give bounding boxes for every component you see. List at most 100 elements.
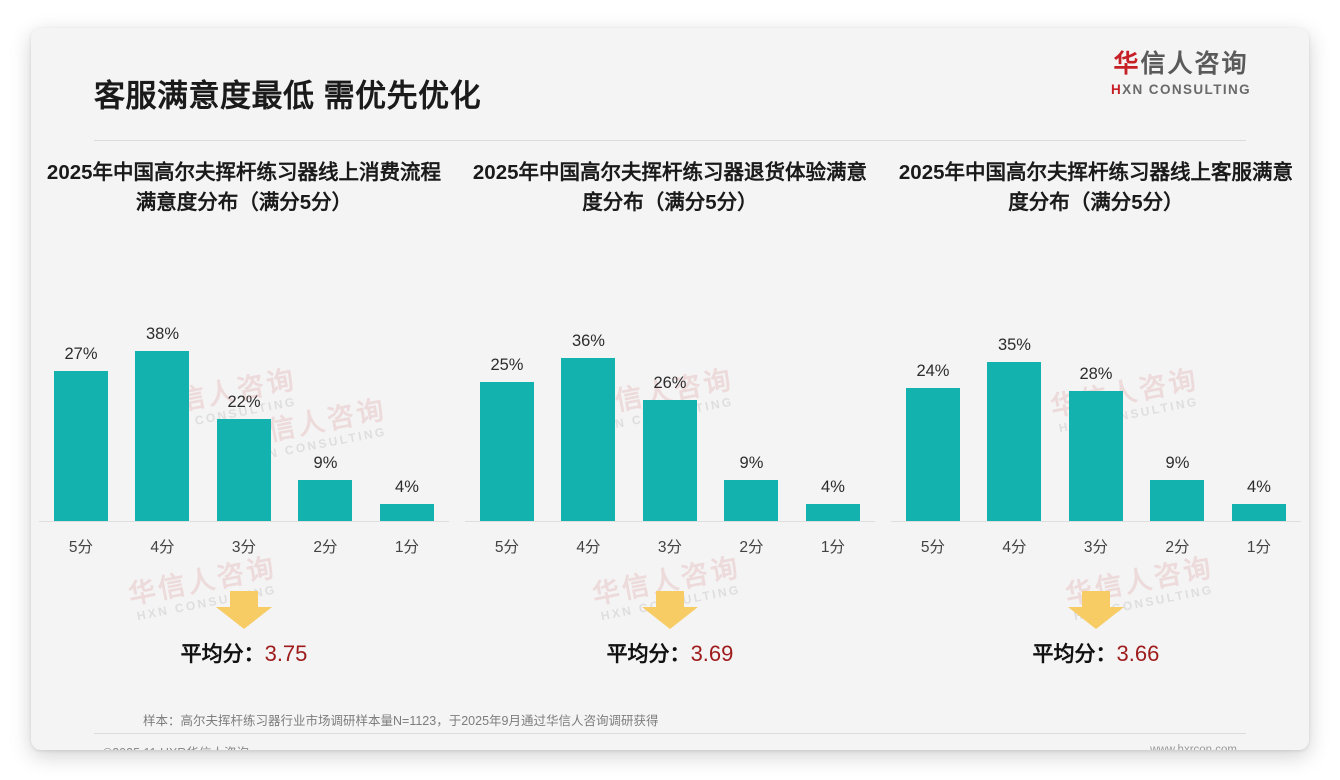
- x-tick-label: 4分: [1002, 539, 1027, 556]
- bar: [987, 362, 1042, 522]
- charts-row: 2025年中国高尔夫挥杆练习器线上消费流程满意度分布（满分5分） 27% 38%…: [31, 158, 1309, 671]
- arrow-stem: [655, 591, 684, 608]
- bar: [379, 504, 434, 522]
- chart-panel-3: 2025年中国高尔夫挥杆练习器线上客服满意度分布（满分5分） 24% 35% 2…: [883, 158, 1309, 671]
- x-tick-label: 5分: [68, 539, 94, 556]
- average-callout: 平均分：3.66: [883, 591, 1309, 671]
- average-value: 3.75: [264, 641, 308, 666]
- bar-plot: 24% 35% 28% 9%: [883, 272, 1309, 522]
- bar-value-label: 25%: [490, 356, 524, 374]
- down-arrow-icon: [1067, 591, 1124, 629]
- x-tick-label: 1分: [394, 539, 420, 556]
- bar: [905, 388, 960, 522]
- bar-column: 9%: [714, 272, 788, 522]
- arrow-head: [1067, 607, 1124, 629]
- down-arrow-icon: [215, 591, 272, 629]
- arrow-stem: [1081, 591, 1110, 608]
- bar: [1150, 480, 1205, 522]
- bar-column: 28%: [1059, 272, 1133, 522]
- bar-value-label: 9%: [1165, 454, 1190, 472]
- x-tick-label: 4分: [576, 539, 601, 556]
- bar-value-label: 35%: [997, 336, 1031, 354]
- bar-value-label: 4%: [821, 478, 845, 496]
- bar-value-label: 38%: [145, 325, 179, 343]
- bar-value-label: 36%: [571, 332, 605, 350]
- bar: [135, 351, 190, 522]
- bar: [298, 480, 353, 522]
- x-axis-line: [464, 521, 875, 522]
- x-tick-label: 1分: [820, 539, 846, 556]
- bar-value-label: 9%: [313, 454, 338, 472]
- bar-column: 4%: [1222, 272, 1296, 522]
- bar: [53, 371, 108, 522]
- bar: [724, 480, 779, 522]
- down-arrow-icon: [641, 591, 698, 629]
- slide-card: 华信人咨询 HXN CONSULTING 华信人咨询 HXN CONSULTIN…: [31, 28, 1309, 750]
- average-text: 平均分：3.69: [457, 638, 883, 668]
- average-callout: 平均分：3.69: [457, 591, 883, 671]
- chart-panel-1: 2025年中国高尔夫挥杆练习器线上消费流程满意度分布（满分5分） 27% 38%…: [31, 158, 457, 671]
- bar-value-label: 27%: [64, 345, 98, 363]
- chart-title: 2025年中国高尔夫挥杆练习器退货体验满意度分布（满分5分）: [472, 161, 868, 214]
- bar-value-label: 4%: [1247, 478, 1271, 496]
- x-axis-line: [38, 521, 449, 522]
- logo-en-rest: XN CONSULTING: [1122, 81, 1252, 97]
- x-tick-label: 5分: [494, 539, 520, 556]
- bar-column: 25%: [470, 272, 544, 522]
- logo-chinese-text: 华信人咨询: [1093, 50, 1269, 79]
- footer-divider: [94, 733, 1246, 734]
- arrow-head: [215, 607, 272, 629]
- chart-panel-2: 2025年中国高尔夫挥杆练习器退货体验满意度分布（满分5分） 25% 36% 2…: [457, 158, 883, 671]
- bar-column: 35%: [977, 272, 1051, 522]
- arrow-stem: [229, 591, 258, 608]
- average-text: 平均分：3.75: [31, 638, 457, 668]
- bar-group: 27% 38% 22% 9%: [44, 272, 444, 522]
- bar-column: 24%: [896, 272, 970, 522]
- average-label: 平均分：: [606, 643, 691, 666]
- bar: [1068, 391, 1123, 522]
- average-label: 平均分：: [180, 643, 265, 666]
- arrow-head: [641, 607, 698, 629]
- header-divider: [94, 140, 1246, 141]
- x-axis-labels: 5分 4分 3分 2分 1分: [44, 535, 444, 557]
- x-tick-label: 1分: [1246, 539, 1272, 556]
- bar-column: 27%: [44, 272, 118, 522]
- logo-hx-glyph: 华: [1113, 50, 1141, 78]
- source-footnote: 样本：高尔夫挥杆练习器行业市场调研样本量N=1123，于2025年9月通过华信人…: [143, 714, 659, 728]
- average-text: 平均分：3.66: [883, 638, 1309, 668]
- bar: [561, 358, 616, 522]
- bar: [642, 400, 697, 522]
- x-tick-label: 2分: [313, 539, 338, 556]
- bar-value-label: 24%: [916, 362, 950, 380]
- bar-column: 9%: [1140, 272, 1214, 522]
- bar-column: 36%: [551, 272, 625, 522]
- x-tick-label: 3分: [657, 539, 683, 556]
- bar-value-label: 22%: [227, 393, 261, 411]
- bar-value-label: 28%: [1079, 365, 1113, 383]
- copyright-text: ©2025.11 HXR华信人咨询: [103, 742, 249, 750]
- bar: [479, 382, 534, 522]
- bar-column: 4%: [370, 272, 444, 522]
- logo-cn-rest: 信人咨询: [1140, 50, 1249, 78]
- bar: [216, 419, 271, 522]
- bar-value-label: 26%: [653, 374, 687, 392]
- bar-group: 25% 36% 26% 9%: [470, 272, 870, 522]
- bar-column: 22%: [207, 272, 281, 522]
- bar-column: 4%: [796, 272, 870, 522]
- average-label: 平均分：: [1032, 643, 1117, 666]
- x-tick-label: 2分: [1165, 539, 1190, 556]
- average-value: 3.66: [1116, 641, 1160, 666]
- bar-column: 26%: [633, 272, 707, 522]
- logo-en-h: H: [1110, 81, 1123, 97]
- bar-group: 24% 35% 28% 9%: [896, 272, 1296, 522]
- chart-title: 2025年中国高尔夫挥杆练习器线上客服满意度分布（满分5分）: [898, 161, 1293, 214]
- x-tick-label: 3分: [231, 539, 257, 556]
- website-link[interactable]: www.hxrcon.com: [1150, 744, 1237, 750]
- bar-column: 38%: [125, 272, 199, 522]
- bar-plot: 25% 36% 26% 9%: [457, 272, 883, 522]
- bar-plot: 27% 38% 22% 9%: [31, 272, 457, 522]
- page-title: 客服满意度最低 需优先优化: [94, 78, 482, 114]
- bar: [1231, 504, 1286, 522]
- slide-header: 客服满意度最低 需优先优化 华信人咨询 HXN CONSULTING: [31, 28, 1309, 138]
- bar-column: 9%: [288, 272, 362, 522]
